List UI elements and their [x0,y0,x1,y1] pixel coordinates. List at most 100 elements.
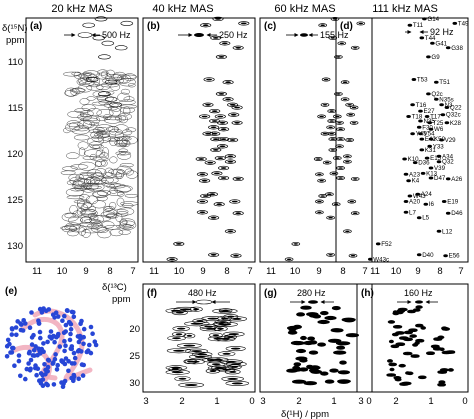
contour [80,182,93,190]
contour [328,338,342,343]
peak-core-g38 [235,46,242,49]
contour [119,138,128,148]
contour [225,380,250,386]
peak-g14 [330,16,340,21]
peak-k10 [402,157,407,161]
contour-core [225,360,237,363]
contour [386,359,393,363]
proton-atom [51,360,56,365]
contour [101,70,108,79]
peak-core-t44 [330,37,335,39]
proton-atom [79,349,84,354]
peak-core-i6 [334,203,339,205]
contour [86,96,96,101]
contour [337,370,351,375]
peak-l7 [403,210,409,214]
proton-atom [38,378,44,383]
proton-atom [69,309,75,315]
contour [91,135,105,142]
proton-atom [69,344,75,349]
peak-g14 [212,16,224,22]
proton-atom [18,373,23,379]
contour [66,152,80,160]
peak-d40 [326,252,335,257]
peak-y33 [427,144,433,148]
proton-atom [55,314,61,319]
proton-atom [63,343,68,349]
proton-atom [71,350,77,356]
contour [89,214,104,224]
peak-core-w43c [169,258,175,261]
contour [89,121,100,126]
contour-core [187,360,194,363]
peak-l12 [224,229,236,234]
proton-atom [59,380,64,385]
peak-label-t11: T11 [413,22,424,29]
peak-core-y45 [205,132,211,135]
peak-label-t18: T18 [412,114,423,121]
peak-e27 [327,109,337,114]
contour [425,351,435,356]
peak-e56 [443,254,448,258]
peak-core-l7 [199,211,206,214]
contour [101,136,121,142]
contour [92,35,106,41]
peak-core-l5 [328,216,333,219]
y-tick-110: 110 [8,57,23,68]
peak-v39 [218,165,230,171]
peak-k10 [195,156,207,162]
peak-core-t49 [240,22,247,25]
proton-atom [27,349,32,355]
peak-core-y33 [337,145,342,148]
contour [409,334,418,338]
x-tick-7: 7 [247,266,252,277]
contour [120,218,127,228]
x-tick-1: 1 [331,396,336,407]
panel-b-spectrum [166,16,250,262]
peak-g14 [422,17,427,21]
peak-label-l7: L7 [409,209,416,216]
contour [438,380,446,384]
peak-label-q32: Q32 [442,159,454,166]
peak-k4 [317,178,326,183]
peak-n3 [345,102,354,107]
peak-label-d36: D36 [418,160,430,167]
peak-label-t16: T16 [416,102,427,109]
peak-a20 [315,199,324,204]
contour [223,331,245,337]
peak-k50 [428,137,434,141]
proton-atom [12,363,17,369]
contour [109,187,119,194]
peak-t18 [199,114,211,119]
contour [97,229,112,239]
contour [71,126,90,135]
peak-k31 [419,148,425,152]
peak-i6 [331,202,341,207]
contour [103,182,121,188]
contour [165,308,186,314]
peak-core-t53 [323,78,329,81]
contour [123,106,131,116]
peak-e15 [332,156,342,161]
contour [398,363,406,368]
peak-core-y33 [219,145,226,148]
contour [81,229,91,238]
proton-atom [41,306,46,311]
peak-core-d36 [207,161,214,164]
peak-t11 [200,23,212,28]
contour [320,371,329,376]
panel-a-linewidth: 500 Hz [64,30,131,40]
contour [116,224,135,229]
panel-f-linewidth: 480 Hz [176,288,230,305]
peak-k4 [199,178,211,183]
panel-d-linewidth-text: 92 Hz [430,27,454,37]
contour [185,348,209,354]
peak-core-g41 [221,42,228,45]
peak-a23 [196,172,208,177]
proton-atom [60,318,65,324]
contour [82,22,95,28]
peak-label-t25: T25 [433,120,444,127]
contour [387,320,396,324]
peak-core-k50 [338,138,343,140]
proton-atom [42,362,47,367]
